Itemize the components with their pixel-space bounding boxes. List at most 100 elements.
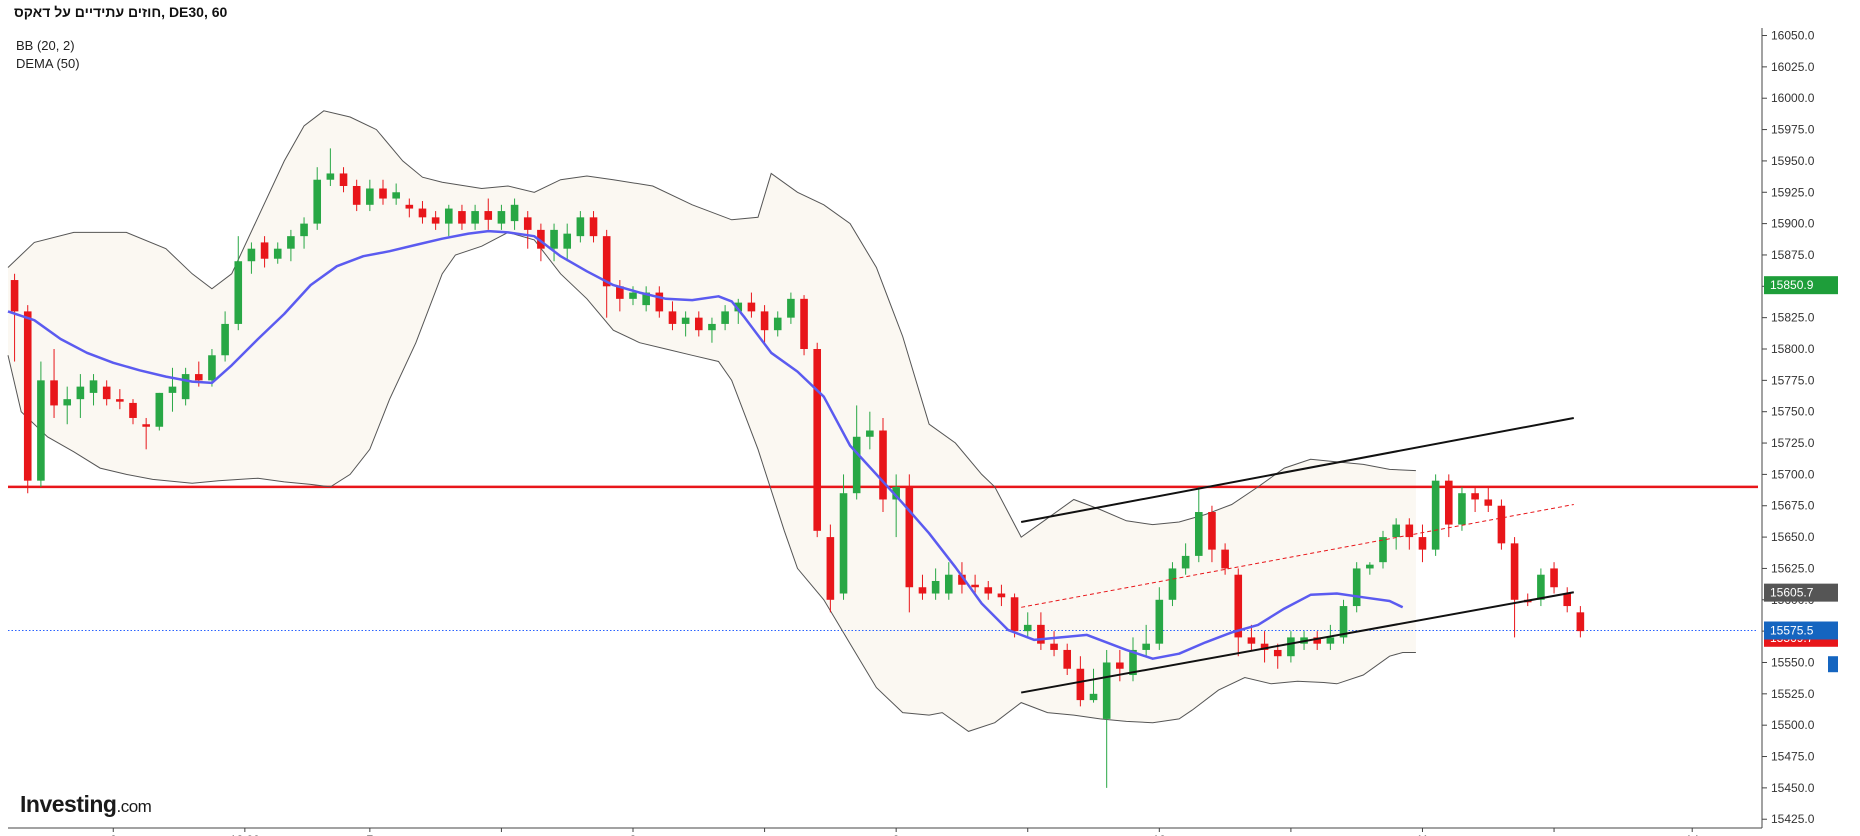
x-tick-label: 9: [893, 833, 900, 836]
x-tick-label: 11: [1416, 833, 1429, 836]
candle-body: [471, 211, 479, 224]
candle-body: [379, 188, 387, 199]
candle-body: [773, 317, 782, 331]
candle-body: [787, 298, 795, 318]
candle-body: [339, 173, 348, 186]
candle-body: [129, 402, 137, 418]
y-tick-label: 15775.0: [1771, 373, 1815, 387]
y-tick-label: 16000.0: [1771, 91, 1815, 105]
candle-body: [1037, 624, 1045, 644]
candle-body: [326, 173, 335, 180]
investing-logo: Investing.com: [20, 791, 152, 818]
candle-body: [1392, 524, 1400, 538]
candle-body: [221, 323, 229, 356]
candle-body: [905, 486, 914, 588]
candle-body: [1260, 643, 1269, 650]
bb-lower-line: [7, 231, 1416, 732]
candle-body: [694, 317, 703, 331]
indicator-bb-label: BB (20, 2): [16, 38, 75, 53]
candle-body: [852, 436, 861, 494]
candle-body: [747, 302, 756, 312]
candle-body: [418, 208, 427, 218]
candle-body: [155, 392, 164, 427]
candle-body: [23, 311, 32, 481]
candle-body: [879, 430, 887, 500]
candle-body: [866, 430, 874, 437]
logo-domain: .com: [116, 797, 152, 816]
candle-body: [655, 292, 664, 312]
bb-fill: [8, 110, 1416, 732]
candle-body: [142, 424, 150, 427]
y-tick-label: 15500.0: [1771, 718, 1815, 732]
candle-body: [1458, 493, 1466, 525]
candle-body: [181, 374, 190, 400]
candle-body: [1379, 537, 1387, 563]
y-tick-label: 15650.0: [1771, 530, 1815, 544]
candle-body: [497, 211, 506, 224]
x-tick-label: 6: [110, 833, 117, 836]
candle-body: [444, 208, 453, 224]
candle-body: [1444, 480, 1453, 525]
candle-body: [1563, 593, 1572, 607]
candle-body: [287, 236, 295, 249]
candle-body: [589, 217, 598, 237]
y-tick-label: 15950.0: [1771, 154, 1815, 168]
candle-body: [1326, 637, 1335, 644]
candle-body: [63, 399, 72, 406]
candle-body: [208, 355, 216, 381]
candle-body: [1023, 624, 1032, 632]
candle-body: [50, 380, 58, 406]
y-tick-label: 15900.0: [1771, 217, 1815, 231]
bb-upper-line: [7, 110, 1416, 538]
chart-title: חוזים עתידיים על דאקס, DE30, 60: [14, 4, 228, 20]
candle-body: [300, 223, 308, 237]
candle-body: [721, 311, 729, 324]
candle-body: [892, 486, 900, 500]
candle-body: [1313, 637, 1322, 644]
candle-body: [616, 286, 624, 299]
candle-body: [247, 248, 256, 262]
candle-body: [1471, 493, 1479, 500]
candle-body: [681, 317, 690, 324]
x-tick-label: 7: [366, 833, 373, 836]
candle-body: [1089, 693, 1098, 701]
candle-body: [1339, 606, 1348, 638]
y-tick-label: 15550.0: [1771, 655, 1815, 669]
channel-upper-line: [1020, 416, 1574, 524]
candle-body: [1050, 643, 1058, 650]
candle-body: [1431, 480, 1440, 550]
y-tick-label: 15825.0: [1771, 311, 1815, 325]
y-tick-label: 15725.0: [1771, 436, 1815, 450]
candle-body: [1247, 637, 1256, 644]
price-label-box: [1764, 276, 1838, 295]
candle-body: [1208, 512, 1216, 550]
candle-body: [1418, 537, 1427, 550]
candle-body: [1076, 668, 1085, 701]
y-tick-label: 15525.0: [1771, 687, 1815, 701]
candle-body: [1352, 568, 1361, 607]
y-tick-label: 15425.0: [1771, 812, 1815, 826]
candle-body: [1234, 574, 1243, 638]
channel-lower-line: [1020, 591, 1574, 694]
logo-brand: Investing: [20, 791, 117, 817]
candle-body: [1010, 597, 1019, 632]
candle-body: [431, 217, 440, 224]
candle-body: [668, 311, 677, 324]
candle-body: [313, 179, 322, 224]
candle-body: [1142, 643, 1150, 650]
candle-body: [1287, 637, 1295, 657]
price-label-box: [1764, 583, 1838, 602]
candle-body: [484, 211, 493, 220]
candle-body: [629, 292, 637, 299]
candle-body: [1537, 574, 1545, 600]
x-tick-label: 8: [630, 833, 637, 836]
candle-body: [1155, 599, 1164, 644]
dema-line: [7, 229, 1404, 660]
axis-marker: [1828, 656, 1838, 673]
candle-body: [89, 380, 98, 393]
x-tick-label: 10: [1153, 833, 1167, 836]
candle-body: [760, 311, 769, 331]
candle-body: [168, 386, 177, 393]
y-tick-label: 15625.0: [1771, 561, 1815, 575]
